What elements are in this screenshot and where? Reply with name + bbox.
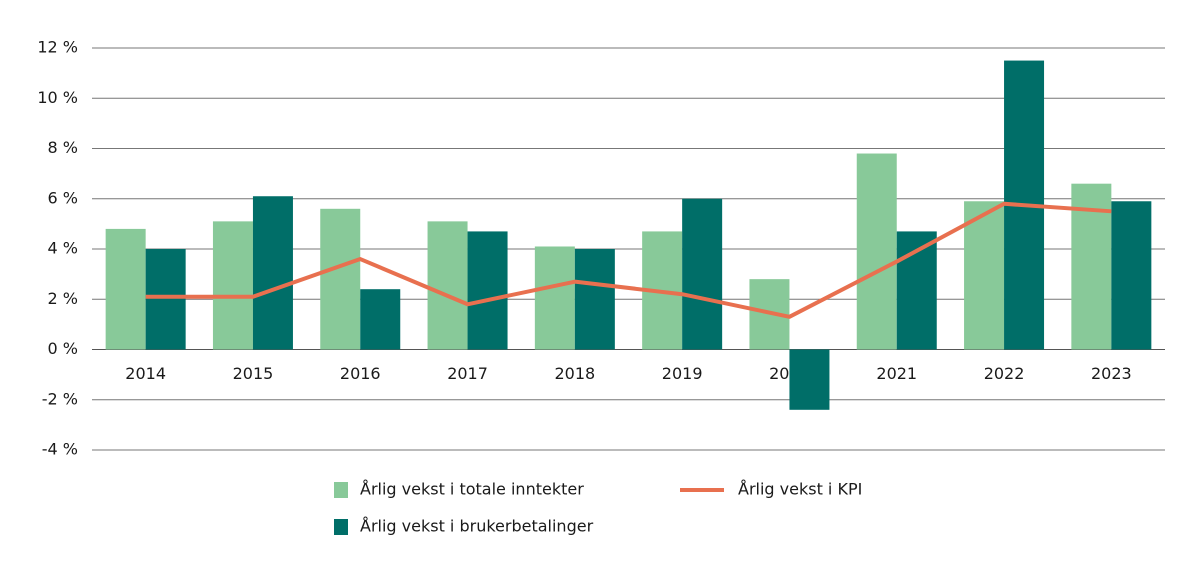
bar [964,201,1005,350]
line [145,201,1112,319]
bar [856,153,897,350]
y-tick-label: -2 % [42,389,78,408]
bar [682,198,723,350]
y-tick-label: 2 % [48,289,78,308]
legend-label: Årlig vekst i brukerbetalinger [360,517,594,536]
bar [574,249,615,350]
x-tick-label: 2014 [125,364,166,383]
x-tick-label: 2023 [1091,364,1132,383]
x-tick-label: 2022 [984,364,1025,383]
bar [427,221,468,350]
bar [360,289,401,350]
legend-swatch [334,482,348,498]
legend-swatch [334,519,348,535]
y-tick-label: 0 % [48,339,78,358]
x-tick-label: 2017 [447,364,488,383]
bar [145,249,186,350]
x-tick-label: 2021 [876,364,917,383]
x-tick-label: 2018 [554,364,595,383]
y-tick-label: 8 % [48,138,78,157]
bar [252,196,293,350]
bar [534,246,575,350]
bar [212,221,253,350]
bar [789,349,830,410]
x-tick-label: 2019 [662,364,703,383]
bar [105,228,146,350]
legend-label: Årlig vekst i KPI [738,480,862,499]
y-tick-label: 4 % [48,239,78,258]
x-tick-label: 2015 [233,364,274,383]
y-tick-label: -4 % [42,440,78,459]
bar [320,208,361,350]
bar [1111,201,1152,350]
y-tick-label: 10 % [37,88,78,107]
y-tick-label: 12 % [37,38,78,57]
x-tick-label: 2016 [340,364,381,383]
bar [467,231,508,350]
legend-label: Årlig vekst i totale inntekter [360,480,584,499]
y-tick-label: 6 % [48,188,78,207]
